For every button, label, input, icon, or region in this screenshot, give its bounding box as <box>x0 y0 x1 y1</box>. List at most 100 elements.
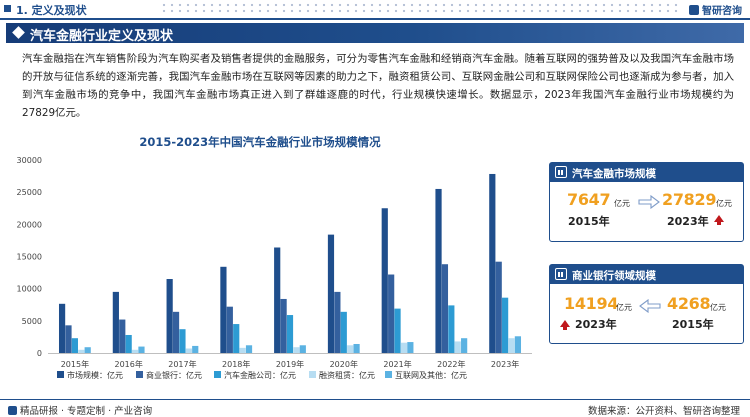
x-tick-label: 2017年 <box>168 359 196 369</box>
section-header: 汽车金融行业定义及现状 <box>6 23 744 44</box>
x-tick-label: 2018年 <box>222 359 250 369</box>
from-year: 2015年 <box>568 215 610 228</box>
bar <box>125 334 132 353</box>
to-year: 2023年 <box>667 215 709 228</box>
legend-label: 汽车金融公司：亿元 <box>224 370 296 380</box>
left-value: 14194 <box>564 294 619 313</box>
bar <box>280 298 287 353</box>
card-title: 汽车金融市场规模 <box>572 168 656 180</box>
bar <box>327 234 335 353</box>
section-marker-icon <box>4 5 11 12</box>
bar <box>394 308 401 353</box>
right-year: 2015年 <box>672 318 714 331</box>
legend-swatch <box>136 371 143 378</box>
bar <box>192 345 199 353</box>
bar <box>489 173 496 353</box>
legend-label: 商业银行：亿元 <box>146 370 202 380</box>
y-tick-label: 10000 <box>17 285 42 294</box>
bottom-divider <box>0 399 750 400</box>
footer-logo-icon <box>8 406 17 415</box>
bar <box>334 291 341 353</box>
bar <box>78 349 85 353</box>
bar <box>293 347 300 353</box>
bar <box>347 345 354 353</box>
bar <box>461 338 468 353</box>
bar <box>166 279 173 353</box>
bar <box>514 336 522 353</box>
right-value: 4268 <box>667 294 711 313</box>
bar <box>495 261 502 353</box>
bar <box>239 347 246 353</box>
bar <box>407 342 414 353</box>
chart-title: 2015-2023年中国汽车金融行业市场规模情况 <box>139 135 381 149</box>
card-title: 商业银行领域规模 <box>572 270 656 282</box>
bar-chart: 0 5000 10000 15000 20000 25000 30000 2015年 2016年… <box>17 156 532 380</box>
y-tick-label: 0 <box>37 349 42 358</box>
legend-swatch <box>214 371 221 378</box>
y-tick-label: 20000 <box>17 220 42 229</box>
brand-name: 智研咨询 <box>702 6 742 17</box>
section-title: 汽车金融行业定义及现状 <box>30 29 174 44</box>
arrow-left-icon <box>639 299 661 313</box>
bar <box>286 315 294 353</box>
legend-swatch <box>309 371 316 378</box>
y-tick-label: 15000 <box>17 253 42 262</box>
bar <box>448 305 455 353</box>
y-tick-label: 25000 <box>17 188 42 197</box>
bar <box>502 297 509 353</box>
to-value: 27829 <box>662 190 717 209</box>
bar <box>84 347 91 353</box>
footer-slogan: 精品研报 · 专题定制 · 产业咨询 <box>20 406 153 417</box>
arrow-right-icon <box>638 195 660 209</box>
bar-chart-icon <box>555 166 567 178</box>
dot-pattern <box>160 2 680 14</box>
bar <box>220 266 227 353</box>
bar <box>508 338 515 353</box>
legend-swatch <box>57 371 64 378</box>
bar <box>381 208 388 353</box>
top-bar: 1. 定义及现状 智研咨询 <box>0 0 750 18</box>
card-header: 汽车金融市场规模 <box>550 163 743 182</box>
bar <box>119 319 126 353</box>
bar <box>138 346 145 353</box>
bar <box>65 325 72 353</box>
bar <box>454 341 461 353</box>
diamond-icon <box>12 26 25 39</box>
bar <box>353 343 360 353</box>
bar <box>172 311 180 353</box>
data-source: 数据来源：公开资料、智研咨询整理 <box>587 406 740 417</box>
bar <box>71 338 78 353</box>
x-tick-label: 2020年 <box>330 359 358 369</box>
bar-chart-icon <box>555 268 567 280</box>
from-value: 7647 <box>567 190 611 209</box>
from-unit: 亿元 <box>614 199 630 208</box>
legend-label: 互联网及其他：亿元 <box>395 370 467 380</box>
increase-arrow-icon <box>714 215 724 225</box>
intro-paragraph: 汽车金融指在汽车销售阶段为汽车购买者及销售者提供的金融服务，可分为零售汽车金融和… <box>22 53 734 119</box>
left-year: 2023年 <box>575 318 617 331</box>
legend-label: 市场规模：亿元 <box>67 370 123 380</box>
y-tick-label: 30000 <box>17 156 42 165</box>
to-unit: 亿元 <box>716 199 732 208</box>
legend-label: 融资租赁：亿元 <box>319 370 375 380</box>
bar <box>441 264 449 353</box>
bar <box>58 303 66 353</box>
footer: 精品研报 · 专题定制 · 产业咨询 数据来源：公开资料、智研咨询整理 <box>0 402 750 417</box>
bar <box>112 291 119 353</box>
footer-left: 精品研报 · 专题定制 · 产业咨询 <box>8 403 152 417</box>
brand-logo: 智研咨询 <box>689 2 742 17</box>
bar <box>245 345 253 353</box>
x-tick-label: 2016年 <box>114 359 142 369</box>
bar <box>185 348 192 353</box>
right-unit: 亿元 <box>710 303 726 312</box>
bar <box>233 324 240 353</box>
market-size-card: 汽车金融市场规模 7647 亿元 2015年 27829 亿元 2023年 <box>549 162 744 242</box>
left-unit: 亿元 <box>616 303 632 312</box>
legend-swatch <box>385 371 392 378</box>
bank-scale-card: 商业银行领域规模 14194 亿元 2023年 4268 亿元 2015年 <box>549 264 744 344</box>
bar <box>226 306 233 353</box>
bar <box>388 274 395 353</box>
increase-arrow-icon <box>560 320 570 330</box>
x-tick-label: 2022年 <box>437 359 465 369</box>
brand-logo-icon <box>689 5 699 15</box>
